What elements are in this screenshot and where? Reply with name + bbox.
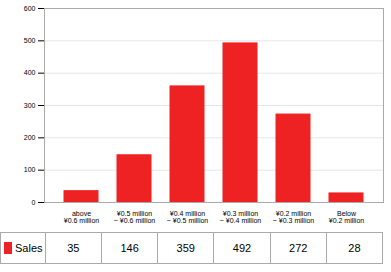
html-text:Sales: Sales	[15, 242, 43, 254]
html-text:35: 35	[67, 242, 80, 254]
html-text:28: 28	[348, 242, 361, 254]
html-text:272: 272	[289, 242, 308, 254]
html-text:146: 146	[120, 242, 139, 254]
svg-text:500: 500	[24, 37, 36, 44]
svg-text:200: 200	[24, 134, 36, 141]
svg-text:300: 300	[24, 102, 36, 109]
svg-text:600: 600	[24, 5, 36, 12]
svg-text:¥0.2 million~ ¥0.3 million: ¥0.2 million~ ¥0.3 million	[273, 210, 315, 224]
svg-text:¥0.4 million~ ¥0.5 million: ¥0.4 million~ ¥0.5 million	[167, 210, 209, 224]
html-text:359: 359	[176, 242, 195, 254]
svg-text:above¥0.6 million: above¥0.6 million	[64, 210, 100, 224]
svg-text:100: 100	[24, 166, 36, 173]
svg-text:¥0.5 million~ ¥0.6 million: ¥0.5 million~ ¥0.6 million	[114, 210, 156, 224]
svg-text:400: 400	[24, 69, 36, 76]
svg-text:¥0.3 million~ ¥0.4 million: ¥0.3 million~ ¥0.4 million	[220, 210, 262, 224]
html-text:492: 492	[232, 242, 252, 254]
svg-text:Below¥0.2 million: Below¥0.2 million	[329, 210, 365, 224]
svg-text:0: 0	[32, 199, 36, 206]
